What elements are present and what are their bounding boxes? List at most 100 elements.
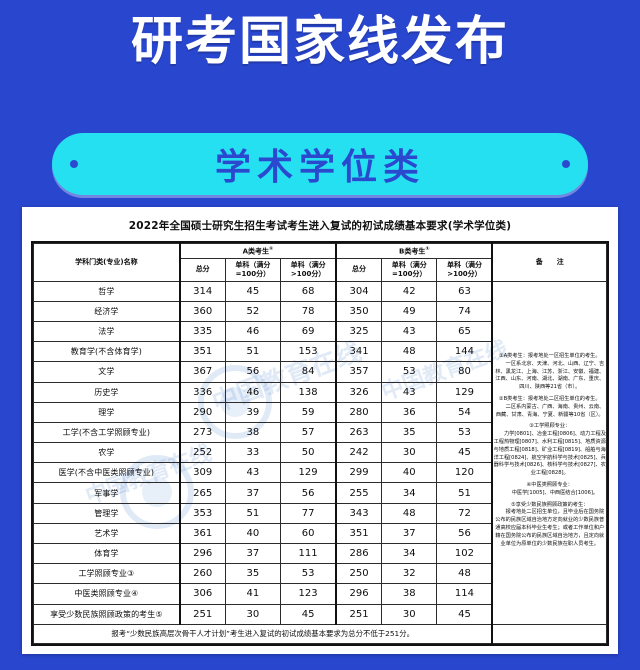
cell-b-total: 250	[335, 563, 382, 585]
cell-a-single-gt100: 78	[280, 300, 337, 322]
page-title: 研考国家线发布	[130, 12, 509, 72]
cell-b-single-le100: 53	[380, 361, 438, 383]
score-table-wrapper: 学科门类(专业)名称 A类考生① B类考生① 备 注 总分 单科（满分	[31, 241, 609, 646]
cell-a-single-le100: 43	[224, 462, 282, 484]
cell-b-total: 341	[335, 341, 382, 363]
cell-a-single-le100: 37	[224, 543, 282, 565]
cell-b-single-le100: 43	[380, 381, 438, 403]
table-row: 法学 335 46 69 325 43 65	[32, 320, 607, 343]
cell-b-single-gt100: 65	[436, 320, 493, 343]
cell-b-single-gt100: 45	[436, 442, 493, 464]
table-row: 文学 367 56 84 357 53 80	[32, 361, 607, 383]
cell-b-single-gt100: 56	[436, 522, 493, 545]
col-a-le100-line1: 单科（满分	[235, 261, 271, 270]
col-b-gt100-line1: 单科（满分	[446, 261, 482, 270]
cell-a-single-gt100: 77	[280, 502, 337, 524]
badge-dot-left-icon	[70, 160, 78, 168]
cell-b-single-gt100: 45	[436, 603, 493, 625]
table-row: 经济学 360 52 78 350 49 74	[32, 300, 607, 322]
table-row: 中医类照顾专业④ 306 41 123 296 38 114	[32, 583, 607, 605]
col-header-a-total: 总分	[178, 258, 226, 282]
remark-note-c: ③工学照顾专业： 力学[0801]、冶金工程[0806]、动力工程及工程热物理[0…	[493, 423, 606, 478]
cell-a-single-gt100: 68	[280, 280, 337, 302]
cell-b-single-le100: 48	[380, 502, 438, 524]
cell-b-single-gt100: 120	[436, 462, 493, 484]
cell-b-single-le100: 40	[380, 462, 438, 484]
cell-a-single-le100: 45	[224, 280, 282, 302]
col-a-gt100-line1: 单科（满分	[290, 261, 326, 270]
cell-b-total: 242	[335, 442, 382, 464]
table-row: 军事学 265 37 56 255 34 51	[32, 482, 607, 504]
footnote-marker-b: ①	[425, 246, 430, 252]
cell-a-total: 367	[178, 361, 226, 383]
cell-discipline-name: 经济学	[32, 300, 181, 322]
remark-note-a-head: ①A类考生：报考地处一区招生单位的考生。	[498, 353, 601, 359]
cell-a-single-le100: 40	[224, 522, 282, 545]
cell-b-single-le100: 36	[380, 401, 438, 423]
score-table: 学科门类(专业)名称 A类考生① B类考生① 备 注 总分 单科（满分	[32, 242, 608, 644]
cell-b-single-le100: 38	[380, 583, 438, 605]
col-header-group-a-label: A类考生	[242, 247, 270, 256]
col-header-group-b-label: B类考生	[398, 247, 426, 256]
col-header-b-total: 总分	[335, 258, 382, 282]
cell-b-single-gt100: 48	[436, 563, 493, 585]
document-paper: 中国教育在线 中国教育在线 中国教育在线 2022年全国硕士研究生招生考试考生进…	[22, 207, 618, 654]
col-b-gt100-line2: >100分）	[447, 269, 482, 278]
cell-b-total: 357	[335, 361, 382, 383]
cell-discipline-name: 中医类照顾专业④	[32, 583, 181, 605]
cell-discipline-name: 管理学	[32, 502, 181, 524]
cell-discipline-name: 享受少数民族照顾政策的考生⑤	[32, 603, 181, 625]
cell-discipline-name: 教育学(不含体育学)	[32, 341, 181, 363]
cell-a-total: 353	[178, 502, 226, 524]
table-row: 农学 252 33 50 242 30 45	[32, 442, 607, 464]
cell-a-single-le100: 30	[224, 603, 282, 625]
remark-note-e: ⑤享受少数民族照顾政策的考生： 报考地处二区招生单位，且毕业后在国务院公布的民族区…	[493, 502, 606, 549]
cell-a-total: 361	[178, 522, 226, 545]
cell-a-total: 251	[178, 603, 226, 625]
cell-b-single-le100: 37	[380, 522, 438, 545]
cell-a-single-gt100: 138	[280, 381, 337, 403]
cell-b-total: 350	[335, 300, 382, 322]
cell-a-total: 335	[178, 320, 226, 343]
cell-b-single-le100: 30	[380, 603, 438, 625]
cell-b-single-le100: 42	[380, 280, 438, 302]
cell-a-single-le100: 51	[224, 341, 282, 363]
cell-a-total: 309	[178, 462, 226, 484]
remark-note-c-body: 力学[0801]、冶金工程[0806]、动力工程及工程热物理[0807]、水利工…	[493, 431, 606, 477]
table-row: 理学 290 39 59 280 36 54	[32, 401, 607, 423]
table-row: 哲学 314 45 68 304 42 63 ①A类考生：报考地处一区招生单位的考生。 一区系北…	[32, 280, 608, 625]
cell-a-single-gt100: 45	[280, 603, 337, 625]
cell-a-single-le100: 37	[224, 482, 282, 504]
col-header-a-single-le100: 单科（满分 =100分）	[224, 258, 282, 282]
cell-a-single-le100: 52	[224, 300, 282, 322]
cell-discipline-name: 法学	[32, 320, 181, 343]
cell-a-total: 296	[178, 543, 226, 565]
cell-discipline-name: 农学	[32, 442, 181, 464]
cell-b-single-gt100: 80	[436, 361, 493, 383]
cell-discipline-name: 医学(不含中医类照顾专业)	[32, 462, 181, 484]
cell-a-single-le100: 51	[224, 502, 282, 524]
col-header-group-a: A类考生①	[178, 242, 337, 260]
col-b-le100-line1: 单科（满分	[391, 261, 427, 270]
cell-remarks: ①A类考生：报考地处一区招生单位的考生。 一区系北京、天津、河北、山西、辽宁、吉林…	[491, 280, 608, 625]
score-table-head: 学科门类(专业)名称 A类考生① B类考生① 备 注 总分 单科（满分	[32, 242, 608, 282]
remark-note-e-head: ⑤享受少数民族照顾政策的考生：	[511, 501, 589, 508]
cell-discipline-name: 文学	[32, 361, 181, 383]
cell-b-single-le100: 49	[380, 300, 438, 322]
col-header-remarks: 备 注	[491, 243, 608, 282]
cell-b-total: 343	[335, 502, 382, 524]
cell-a-total: 306	[178, 583, 226, 605]
cell-a-single-gt100: 50	[280, 442, 337, 464]
cell-a-single-le100: 35	[224, 563, 282, 585]
table-row: 工学(不含工学照顾专业) 273 38 57 263 35 53	[32, 421, 607, 444]
remark-note-e-body: 报考地处二区招生单位，且毕业后在国务院公布的民族区域自治地方定向就业的少数民族普…	[495, 509, 605, 547]
cell-b-single-gt100: 114	[436, 583, 493, 605]
score-table-foot: 报考“少数民族高层次骨干人才计划”考生进入复试的初试成绩基本要求为总分不低于25…	[33, 623, 608, 644]
cell-b-single-le100: 35	[380, 421, 438, 444]
col-header-b-single-gt100: 单科（满分 >100分）	[436, 258, 493, 282]
col-header-a-single-gt100: 单科（满分 >100分）	[280, 258, 337, 282]
cell-a-single-gt100: 111	[280, 543, 337, 565]
cell-a-single-gt100: 123	[280, 583, 337, 605]
cell-discipline-name: 工学(不含工学照顾专业)	[32, 421, 181, 444]
cell-a-single-le100: 33	[224, 442, 282, 464]
